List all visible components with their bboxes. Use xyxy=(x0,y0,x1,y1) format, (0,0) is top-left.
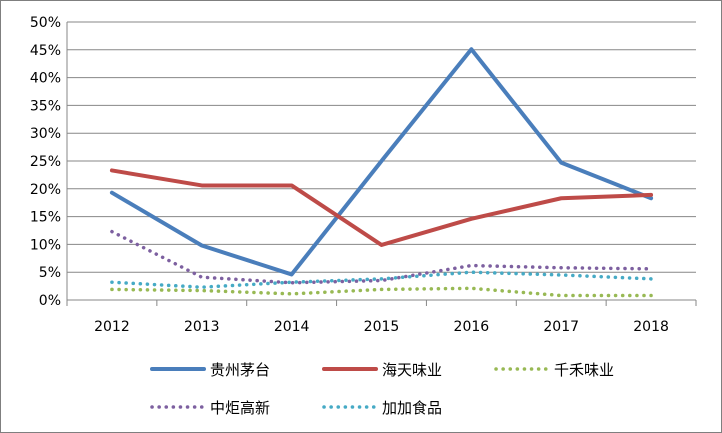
x-tick-label: 2016 xyxy=(454,319,490,335)
series-line-5 xyxy=(110,270,653,289)
y-tick-label: 35% xyxy=(30,98,61,114)
y-tick-label: 30% xyxy=(30,126,61,142)
x-tick-label: 2018 xyxy=(633,319,669,335)
y-tick-label: 45% xyxy=(30,43,61,59)
series-line-4 xyxy=(110,229,653,285)
x-tick-label: 2014 xyxy=(274,319,310,335)
series-line-3 xyxy=(110,286,653,298)
legend-label: 贵州茅台 xyxy=(210,361,270,379)
legend-label: 加加食品 xyxy=(382,399,442,417)
series-lines xyxy=(109,47,654,298)
y-axis-tick-labels: 0% 5% 10% 15% 20% 25% 30% 35% 40% 45% 50% xyxy=(30,15,61,309)
series-line-1 xyxy=(109,47,654,277)
legend-label: 中炬高新 xyxy=(210,399,270,417)
legend-label: 千禾味业 xyxy=(554,361,614,379)
legend-label: 海天味业 xyxy=(382,361,442,379)
x-axis: 2012 2013 2014 2015 2016 2017 2018 xyxy=(66,22,697,335)
y-tick-label: 40% xyxy=(30,71,61,87)
x-tick-label: 2017 xyxy=(543,319,579,335)
x-tick-label: 2015 xyxy=(364,319,400,335)
gridlines xyxy=(67,21,696,301)
y-tick-label: 20% xyxy=(30,182,61,198)
y-tick-label: 50% xyxy=(30,15,61,31)
y-tick-label: 5% xyxy=(39,265,61,281)
series-line-2 xyxy=(109,168,654,247)
x-tick-label: 2012 xyxy=(94,319,130,335)
y-tick-label: 10% xyxy=(30,237,61,253)
y-tick-label: 25% xyxy=(30,154,61,170)
y-tick-label: 0% xyxy=(39,293,61,309)
x-tick-label: 2013 xyxy=(184,319,220,335)
y-tick-label: 15% xyxy=(30,210,61,226)
